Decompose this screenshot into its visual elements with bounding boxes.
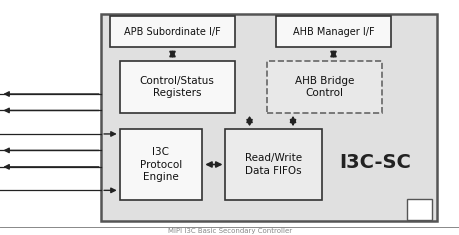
Bar — [119, 129, 202, 200]
Bar — [110, 16, 234, 47]
Bar — [266, 61, 381, 113]
Text: Read/Write
Data FIFOs: Read/Write Data FIFOs — [245, 153, 302, 176]
Bar — [225, 129, 321, 200]
Text: I3C-SC: I3C-SC — [338, 153, 410, 172]
Text: AHB Bridge
Control: AHB Bridge Control — [294, 75, 353, 98]
Bar — [119, 61, 234, 113]
Text: I3C
Protocol
Engine: I3C Protocol Engine — [140, 147, 182, 182]
Bar — [101, 14, 436, 221]
Bar — [406, 199, 431, 220]
Text: AHB Manager I/F: AHB Manager I/F — [292, 27, 374, 37]
Bar — [275, 16, 390, 47]
Text: APB Subordinate I/F: APB Subordinate I/F — [124, 27, 220, 37]
Text: MIPI I3C Basic Secondary Controller: MIPI I3C Basic Secondary Controller — [168, 228, 291, 235]
Text: Control/Status
Registers: Control/Status Registers — [140, 75, 214, 98]
